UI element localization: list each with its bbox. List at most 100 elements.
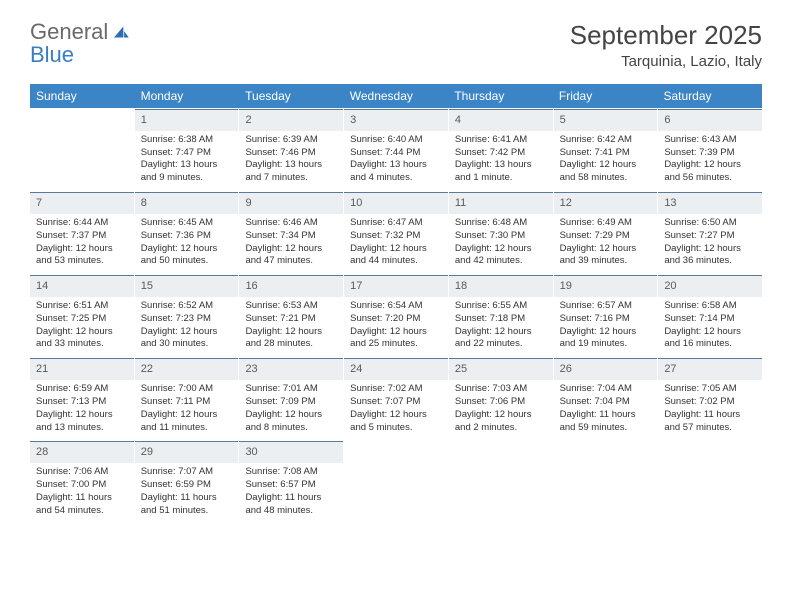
calendar-cell: 27Sunrise: 7:05 AMSunset: 7:02 PMDayligh… — [658, 358, 762, 440]
day-details: Sunrise: 7:05 AMSunset: 7:02 PMDaylight:… — [658, 380, 762, 440]
sunset-text: Sunset: 6:59 PM — [141, 479, 233, 492]
daylight2-text: and 33 minutes. — [36, 338, 128, 351]
calendar-body: 1Sunrise: 6:38 AMSunset: 7:47 PMDaylight… — [30, 108, 762, 523]
col-saturday: Saturday — [657, 84, 762, 108]
calendar-cell: 25Sunrise: 7:03 AMSunset: 7:06 PMDayligh… — [449, 358, 554, 440]
calendar-cell: 21Sunrise: 6:59 AMSunset: 7:13 PMDayligh… — [30, 358, 135, 440]
calendar-cell: 18Sunrise: 6:55 AMSunset: 7:18 PMDayligh… — [449, 275, 554, 357]
daylight2-text: and 22 minutes. — [455, 338, 547, 351]
day-details: Sunrise: 6:47 AMSunset: 7:32 PMDaylight:… — [344, 214, 448, 274]
day-number: 9 — [239, 192, 343, 214]
sunset-text: Sunset: 7:11 PM — [141, 396, 233, 409]
day-number: 11 — [449, 192, 553, 214]
sunrise-text: Sunrise: 6:47 AM — [350, 217, 442, 230]
calendar-cell: 26Sunrise: 7:04 AMSunset: 7:04 PMDayligh… — [554, 358, 659, 440]
calendar-cell: 23Sunrise: 7:01 AMSunset: 7:09 PMDayligh… — [239, 358, 344, 440]
calendar-cell: 20Sunrise: 6:58 AMSunset: 7:14 PMDayligh… — [658, 275, 762, 357]
daylight1-text: Daylight: 13 hours — [350, 159, 442, 172]
day-number: 29 — [135, 441, 239, 463]
daylight2-text: and 39 minutes. — [560, 255, 652, 268]
calendar-week-row: 28Sunrise: 7:06 AMSunset: 7:00 PMDayligh… — [30, 440, 762, 523]
daylight2-text: and 42 minutes. — [455, 255, 547, 268]
day-details: Sunrise: 6:44 AMSunset: 7:37 PMDaylight:… — [30, 214, 134, 274]
calendar-cell: 11Sunrise: 6:48 AMSunset: 7:30 PMDayligh… — [449, 192, 554, 274]
daylight2-text: and 47 minutes. — [245, 255, 337, 268]
sunrise-text: Sunrise: 6:44 AM — [36, 217, 128, 230]
day-details: Sunrise: 6:59 AMSunset: 7:13 PMDaylight:… — [30, 380, 134, 440]
sunrise-text: Sunrise: 6:41 AM — [455, 134, 547, 147]
sunrise-text: Sunrise: 6:38 AM — [141, 134, 233, 147]
day-number: 25 — [449, 358, 553, 380]
sunset-text: Sunset: 7:46 PM — [245, 147, 337, 160]
day-details: Sunrise: 6:52 AMSunset: 7:23 PMDaylight:… — [135, 297, 239, 357]
page-title: September 2025 — [570, 20, 762, 51]
sunset-text: Sunset: 7:44 PM — [350, 147, 442, 160]
daylight1-text: Daylight: 12 hours — [560, 159, 652, 172]
calendar-cell: 28Sunrise: 7:06 AMSunset: 7:00 PMDayligh… — [30, 441, 135, 523]
daylight2-text: and 51 minutes. — [141, 505, 233, 518]
daylight1-text: Daylight: 12 hours — [245, 326, 337, 339]
sunrise-text: Sunrise: 6:58 AM — [664, 300, 756, 313]
day-number: 28 — [30, 441, 134, 463]
daylight2-text: and 59 minutes. — [560, 422, 652, 435]
sunrise-text: Sunrise: 6:50 AM — [664, 217, 756, 230]
daylight1-text: Daylight: 11 hours — [36, 492, 128, 505]
sunset-text: Sunset: 7:04 PM — [560, 396, 652, 409]
sunrise-text: Sunrise: 6:59 AM — [36, 383, 128, 396]
calendar-cell: 17Sunrise: 6:54 AMSunset: 7:20 PMDayligh… — [344, 275, 449, 357]
sunrise-text: Sunrise: 7:04 AM — [560, 383, 652, 396]
day-details: Sunrise: 6:45 AMSunset: 7:36 PMDaylight:… — [135, 214, 239, 274]
day-number: 22 — [135, 358, 239, 380]
sunrise-text: Sunrise: 6:45 AM — [141, 217, 233, 230]
day-details: Sunrise: 6:40 AMSunset: 7:44 PMDaylight:… — [344, 131, 448, 191]
day-details: Sunrise: 6:53 AMSunset: 7:21 PMDaylight:… — [239, 297, 343, 357]
daylight2-text: and 13 minutes. — [36, 422, 128, 435]
daylight1-text: Daylight: 12 hours — [350, 326, 442, 339]
sunrise-text: Sunrise: 6:42 AM — [560, 134, 652, 147]
calendar-cell: 19Sunrise: 6:57 AMSunset: 7:16 PMDayligh… — [554, 275, 659, 357]
logo-sail-icon — [111, 20, 131, 43]
calendar-cell: 30Sunrise: 7:08 AMSunset: 6:57 PMDayligh… — [239, 441, 344, 523]
sunset-text: Sunset: 7:36 PM — [141, 230, 233, 243]
sunset-text: Sunset: 7:39 PM — [664, 147, 756, 160]
calendar-cell: 6Sunrise: 6:43 AMSunset: 7:39 PMDaylight… — [658, 109, 762, 191]
daylight1-text: Daylight: 12 hours — [36, 409, 128, 422]
daylight1-text: Daylight: 11 hours — [245, 492, 337, 505]
day-details: Sunrise: 7:03 AMSunset: 7:06 PMDaylight:… — [449, 380, 553, 440]
calendar-cell — [658, 441, 762, 523]
col-sunday: Sunday — [30, 84, 135, 108]
col-wednesday: Wednesday — [344, 84, 449, 108]
daylight1-text: Daylight: 13 hours — [245, 159, 337, 172]
day-details: Sunrise: 6:50 AMSunset: 7:27 PMDaylight:… — [658, 214, 762, 274]
daylight1-text: Daylight: 12 hours — [455, 326, 547, 339]
calendar-cell: 16Sunrise: 6:53 AMSunset: 7:21 PMDayligh… — [239, 275, 344, 357]
day-details: Sunrise: 7:04 AMSunset: 7:04 PMDaylight:… — [554, 380, 658, 440]
daylight2-text: and 11 minutes. — [141, 422, 233, 435]
daylight1-text: Daylight: 12 hours — [350, 243, 442, 256]
daylight2-text: and 19 minutes. — [560, 338, 652, 351]
sunrise-text: Sunrise: 7:08 AM — [245, 466, 337, 479]
day-number: 10 — [344, 192, 448, 214]
daylight1-text: Daylight: 12 hours — [455, 409, 547, 422]
day-number: 1 — [135, 109, 239, 131]
calendar-week-row: 7Sunrise: 6:44 AMSunset: 7:37 PMDaylight… — [30, 191, 762, 274]
daylight2-text: and 53 minutes. — [36, 255, 128, 268]
daylight2-text: and 58 minutes. — [560, 172, 652, 185]
sunset-text: Sunset: 7:30 PM — [455, 230, 547, 243]
daylight1-text: Daylight: 12 hours — [455, 243, 547, 256]
day-number: 6 — [658, 109, 762, 131]
calendar-cell — [449, 441, 554, 523]
day-number: 24 — [344, 358, 448, 380]
daylight1-text: Daylight: 12 hours — [141, 326, 233, 339]
daylight1-text: Daylight: 12 hours — [36, 243, 128, 256]
day-details: Sunrise: 7:00 AMSunset: 7:11 PMDaylight:… — [135, 380, 239, 440]
sunset-text: Sunset: 7:21 PM — [245, 313, 337, 326]
day-number: 15 — [135, 275, 239, 297]
calendar-cell: 29Sunrise: 7:07 AMSunset: 6:59 PMDayligh… — [135, 441, 240, 523]
day-details: Sunrise: 6:43 AMSunset: 7:39 PMDaylight:… — [658, 131, 762, 191]
day-details: Sunrise: 6:39 AMSunset: 7:46 PMDaylight:… — [239, 131, 343, 191]
sunrise-text: Sunrise: 6:54 AM — [350, 300, 442, 313]
sunset-text: Sunset: 7:27 PM — [664, 230, 756, 243]
daylight1-text: Daylight: 13 hours — [141, 159, 233, 172]
calendar-cell: 5Sunrise: 6:42 AMSunset: 7:41 PMDaylight… — [554, 109, 659, 191]
